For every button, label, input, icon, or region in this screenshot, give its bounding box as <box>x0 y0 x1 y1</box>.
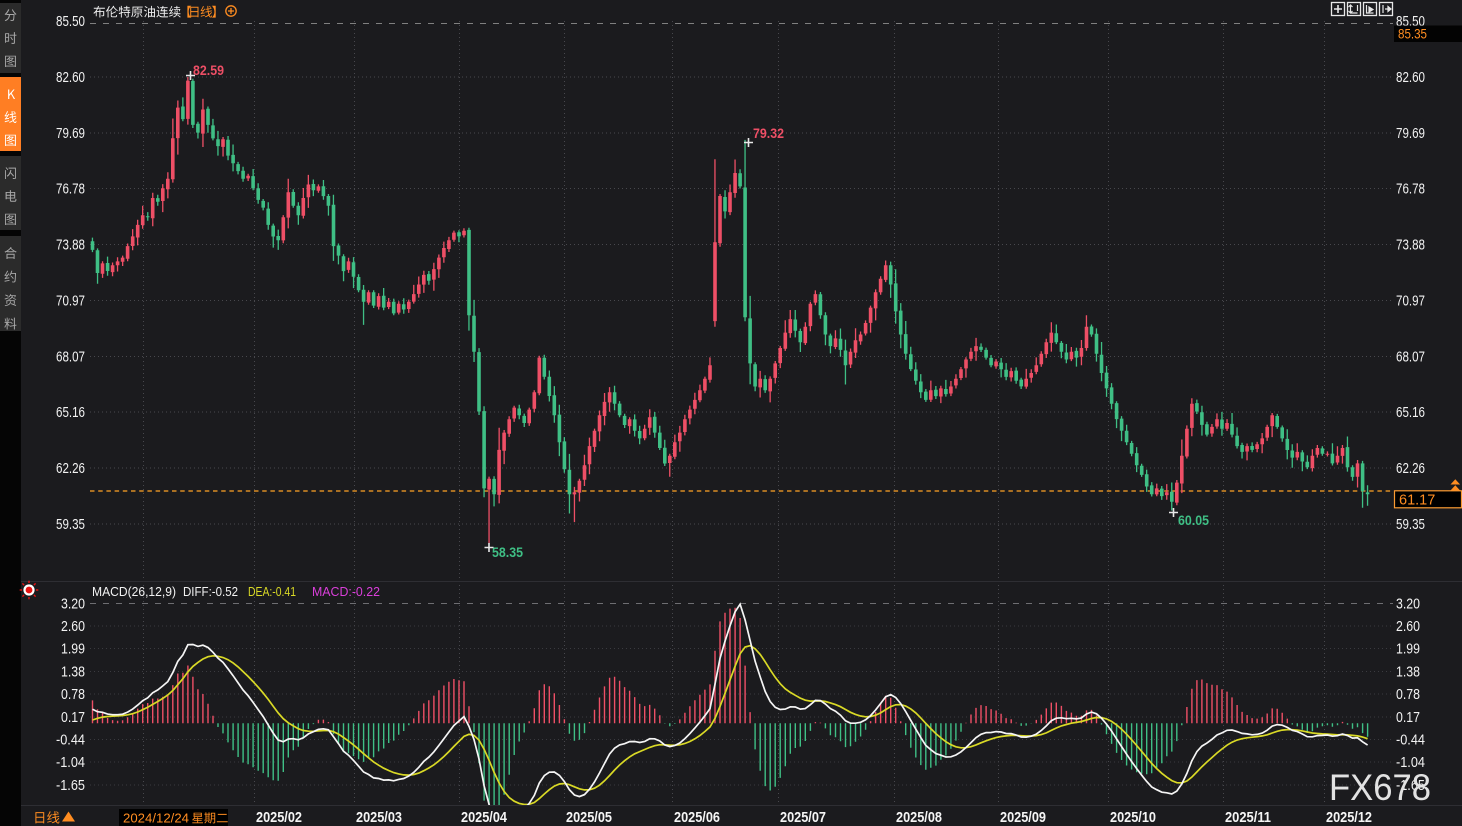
svg-text:76.78: 76.78 <box>1396 182 1425 198</box>
svg-text:2025/02: 2025/02 <box>256 810 302 826</box>
svg-text:73.88: 73.88 <box>1396 238 1425 254</box>
svg-text:1.38: 1.38 <box>61 665 85 681</box>
svg-text:3.20: 3.20 <box>1396 597 1420 613</box>
svg-text:79.69: 79.69 <box>1396 126 1425 142</box>
svg-text:MACD:-0.22: MACD:-0.22 <box>312 584 380 599</box>
svg-text:0.78: 0.78 <box>1396 687 1420 703</box>
svg-text:58.35: 58.35 <box>492 545 523 560</box>
svg-text:1.99: 1.99 <box>61 642 85 658</box>
svg-text:68.07: 68.07 <box>1396 349 1425 365</box>
svg-text:DEA:-0.41: DEA:-0.41 <box>248 584 296 599</box>
svg-text:2025/08: 2025/08 <box>896 810 942 826</box>
svg-text:2025/04: 2025/04 <box>461 810 507 826</box>
svg-text:70.97: 70.97 <box>1396 294 1425 310</box>
svg-text:0.78: 0.78 <box>61 687 85 703</box>
svg-text:65.16: 65.16 <box>1396 405 1425 421</box>
svg-text:82.60: 82.60 <box>1396 70 1425 86</box>
svg-text:2025/12: 2025/12 <box>1326 810 1372 826</box>
svg-text:85.50: 85.50 <box>56 14 85 30</box>
svg-text:62.26: 62.26 <box>56 461 85 477</box>
svg-text:0.17: 0.17 <box>61 710 85 726</box>
svg-text:68.07: 68.07 <box>56 349 85 365</box>
svg-text:85.35: 85.35 <box>1398 26 1427 42</box>
svg-text:2.60: 2.60 <box>1396 619 1420 635</box>
svg-text:-1.04: -1.04 <box>1396 755 1425 771</box>
svg-text:82.59: 82.59 <box>193 63 224 78</box>
svg-text:2025/05: 2025/05 <box>566 810 612 826</box>
svg-text:1.99: 1.99 <box>1396 642 1420 658</box>
svg-text:2.60: 2.60 <box>61 619 85 635</box>
svg-text:2025/03: 2025/03 <box>356 810 402 826</box>
svg-text:65.16: 65.16 <box>56 405 85 421</box>
svg-text:2024/12/24: 2024/12/24 <box>123 811 189 826</box>
svg-text:1.38: 1.38 <box>1396 665 1420 681</box>
svg-text:2025/07: 2025/07 <box>780 810 826 826</box>
svg-text:-0.44: -0.44 <box>56 733 85 749</box>
svg-text:60.05: 60.05 <box>1178 513 1209 528</box>
svg-text:FX678: FX678 <box>1329 767 1431 808</box>
svg-text:-0.44: -0.44 <box>1396 733 1425 749</box>
svg-text:61.17: 61.17 <box>1399 493 1435 509</box>
svg-text:70.97: 70.97 <box>56 294 85 310</box>
svg-text:2025/11: 2025/11 <box>1225 810 1271 826</box>
svg-text:59.35: 59.35 <box>1396 517 1425 533</box>
svg-text:3.20: 3.20 <box>61 597 85 613</box>
svg-text:2025/10: 2025/10 <box>1110 810 1156 826</box>
svg-text:2025/09: 2025/09 <box>1000 810 1046 826</box>
svg-text:59.35: 59.35 <box>56 517 85 533</box>
svg-text:82.60: 82.60 <box>56 70 85 86</box>
svg-text:0.17: 0.17 <box>1396 710 1420 726</box>
svg-text:79.32: 79.32 <box>753 126 784 141</box>
svg-text:DIFF:-0.52: DIFF:-0.52 <box>183 584 238 599</box>
svg-text:76.78: 76.78 <box>56 182 85 198</box>
svg-text:79.69: 79.69 <box>56 126 85 142</box>
svg-text:73.88: 73.88 <box>56 238 85 254</box>
svg-text:-1.65: -1.65 <box>1396 778 1425 794</box>
svg-text:2025/06: 2025/06 <box>674 810 720 826</box>
svg-text:62.26: 62.26 <box>1396 461 1425 477</box>
svg-text:-1.04: -1.04 <box>56 755 85 771</box>
svg-text:-1.65: -1.65 <box>56 778 85 794</box>
svg-text:MACD(26,12,9): MACD(26,12,9) <box>92 584 176 599</box>
